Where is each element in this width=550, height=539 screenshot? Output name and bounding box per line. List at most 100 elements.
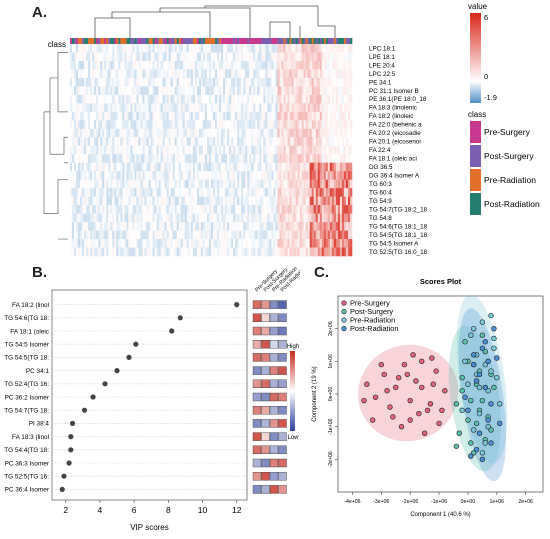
heatmap-cell	[329, 188, 333, 197]
heatmap-cell	[303, 188, 306, 197]
heatmap-cell	[217, 103, 220, 113]
heatmap-cell	[136, 77, 139, 87]
heatmap-cell	[172, 179, 176, 189]
heatmap-cell	[156, 137, 159, 147]
heatmap-cell	[168, 52, 172, 62]
heatmap-cell	[337, 222, 341, 231]
heatmap-cell	[96, 196, 99, 206]
heatmap-cell	[156, 239, 159, 248]
heatmap-cell	[231, 137, 234, 147]
heatmap-cell	[128, 162, 131, 172]
heatmap-cell	[211, 162, 214, 172]
heatmap-cell	[217, 69, 220, 79]
heatmap-cell	[162, 247, 165, 257]
heatmap-cell	[80, 205, 83, 214]
vip-group-cell	[269, 419, 279, 428]
heatmap-cell	[138, 86, 141, 96]
class-annotation-cell	[215, 38, 218, 45]
heatmap-cell	[217, 128, 220, 138]
heatmap-cell	[237, 94, 240, 104]
heatmap-cell	[311, 162, 315, 172]
heatmap-cell	[235, 120, 238, 130]
heatmap-cell	[215, 247, 218, 257]
heatmap-cell	[118, 239, 121, 248]
heatmap-cell	[225, 179, 228, 189]
heatmap-cell	[120, 213, 123, 223]
class-annotation-cell	[217, 38, 220, 45]
heatmap-cell	[182, 179, 186, 189]
heatmap-cell	[150, 52, 153, 62]
score-point	[413, 378, 419, 384]
heatmap-cell	[94, 77, 97, 87]
heatmap-cell	[259, 179, 262, 189]
heatmap-cell	[339, 230, 343, 240]
heatmap-cell	[237, 145, 240, 155]
heatmap-cell	[110, 52, 113, 62]
heatmap-cell	[74, 171, 77, 180]
heatmap-cell	[223, 213, 226, 223]
heatmap-cell	[259, 94, 262, 104]
heatmap-cell	[309, 111, 313, 121]
heatmap-cell	[90, 188, 93, 197]
heatmap-cell	[76, 120, 79, 130]
heatmap-cell	[305, 196, 308, 206]
heatmap-cell	[305, 188, 308, 197]
heatmap-cell	[231, 120, 234, 130]
heatmap-cell	[180, 86, 184, 96]
heatmap-cell	[110, 128, 113, 138]
heatmap-cell	[221, 44, 224, 53]
heatmap-cell	[74, 120, 77, 130]
heatmap-cell	[126, 86, 129, 96]
vip-category-label: TG 54:5 Isomer	[5, 342, 50, 349]
heatmap-cell	[267, 60, 270, 70]
heatmap-cell	[263, 179, 266, 189]
heatmap-cell	[237, 213, 240, 223]
heatmap-cell	[247, 239, 250, 248]
heatmap-cell	[321, 128, 325, 138]
heatmap-cell	[337, 52, 341, 62]
heatmap-cell	[327, 205, 331, 214]
score-point	[473, 378, 480, 384]
heatmap-cell	[206, 205, 210, 214]
heatmap-cell	[156, 247, 159, 257]
heatmap-cell	[331, 69, 335, 79]
heatmap-cell	[333, 103, 337, 113]
heatmap-cell	[249, 239, 252, 248]
heatmap-cell	[227, 94, 230, 104]
heatmap-cell	[257, 103, 260, 113]
heatmap-cell	[333, 60, 337, 70]
heatmap-cell	[237, 162, 240, 172]
heatmap-cell	[208, 179, 212, 189]
heatmap-cell	[301, 60, 304, 70]
heatmap-cell	[110, 103, 113, 113]
heatmap-cell	[110, 171, 113, 180]
heatmap-cell	[164, 162, 167, 172]
heatmap-cell	[144, 179, 147, 189]
heatmap-cell	[311, 128, 315, 138]
heatmap-cell	[186, 222, 190, 231]
heatmap-cell	[186, 128, 190, 138]
heatmap-cell	[253, 60, 256, 70]
heatmap-cell	[138, 188, 141, 197]
heatmap-cell	[299, 128, 302, 138]
heatmap-cell	[241, 230, 244, 240]
heatmap-cell	[219, 137, 222, 147]
heatmap-cell	[188, 188, 192, 197]
heatmap-cell	[311, 60, 315, 70]
heatmap-cell	[130, 213, 133, 223]
heatmap-cell	[84, 86, 87, 96]
heatmap-cell	[186, 69, 190, 79]
heatmap-cell	[237, 111, 240, 121]
heatmap-cell	[114, 239, 117, 248]
heatmap-cell	[182, 162, 186, 172]
heatmap-cell	[249, 111, 252, 121]
heatmap-cell	[94, 128, 97, 138]
heatmap-cell	[182, 60, 186, 70]
heatmap-cell	[221, 86, 224, 96]
heatmap-cell	[259, 145, 262, 155]
heatmap-cell	[134, 247, 137, 257]
heatmap-cell	[215, 145, 218, 155]
heatmap-cell	[160, 60, 163, 70]
heatmap-cell	[253, 171, 256, 180]
heatmap-cell	[291, 103, 294, 113]
